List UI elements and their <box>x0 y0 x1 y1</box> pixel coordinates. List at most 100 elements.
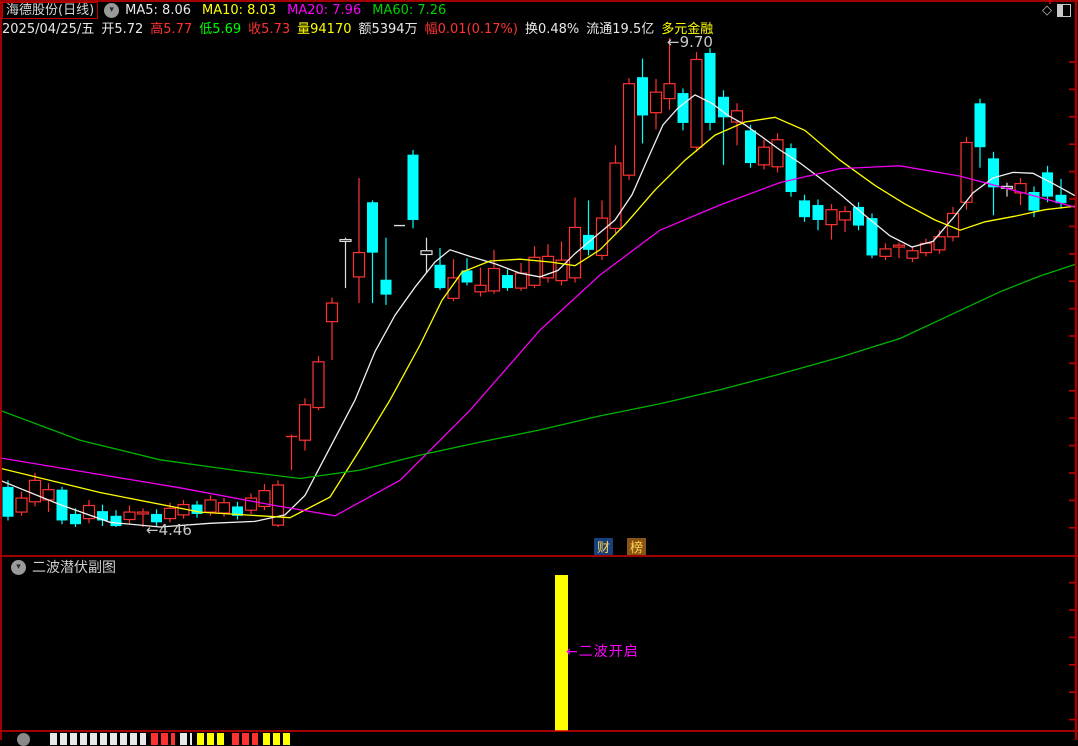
quote-field: 低5.69 <box>199 22 242 37</box>
candle <box>312 361 325 409</box>
quote-info-row: 2025/04/25/五 开5.72 高5.77 低5.69 收5.73 量94170 额5… <box>2 19 720 37</box>
candle <box>110 515 122 527</box>
candle <box>879 248 892 257</box>
candle <box>298 404 312 441</box>
candle <box>461 270 473 283</box>
candle <box>420 250 433 256</box>
clipped-text-segment <box>180 733 192 745</box>
candle <box>2 486 14 517</box>
candle <box>244 497 258 511</box>
candle <box>960 141 973 203</box>
candle <box>136 511 150 515</box>
candle <box>28 479 42 503</box>
ma-label: MA10: 8.03 <box>202 2 277 18</box>
candle <box>407 154 419 220</box>
signal-annotation: ←二波开启 <box>566 644 639 660</box>
ma-line-MA10 <box>0 116 1078 519</box>
subchart-header: ▾ 二波潜伏副图 <box>5 558 116 576</box>
candle <box>663 83 676 100</box>
candle <box>70 513 81 525</box>
candle <box>649 91 663 114</box>
candle <box>1028 191 1040 211</box>
candle <box>502 275 513 289</box>
chart-header: 海德股份(日线) ▾ MA5: 8.06 MA10: 8.03 MA20: 7.96… <box>2 1 457 19</box>
high-price-annotation: ←9.70 <box>667 33 713 51</box>
clipped-text-segment <box>50 733 146 745</box>
candle <box>690 58 703 148</box>
candle <box>609 162 622 229</box>
candle <box>1055 194 1067 204</box>
candle <box>677 93 689 123</box>
candle <box>853 206 864 226</box>
candle <box>866 218 878 256</box>
candle <box>487 267 501 292</box>
candle <box>541 255 555 279</box>
quote-field: 流通19.5亿 <box>586 22 655 37</box>
candle <box>339 238 352 243</box>
quote-field: 额5394万 <box>358 22 418 37</box>
clipped-text-segment <box>232 733 258 745</box>
quote-field: 收5.73 <box>248 22 291 37</box>
candle <box>892 244 906 248</box>
badge-finance[interactable]: 财 <box>594 538 613 556</box>
quote-field: 开5.72 <box>101 22 144 37</box>
candle <box>1014 182 1027 194</box>
ma-line-MA20 <box>0 165 1078 517</box>
candle <box>434 264 446 289</box>
panel-layout-fill <box>1058 5 1063 16</box>
candle <box>232 506 243 516</box>
ma-label: MA5: 8.06 <box>125 2 191 18</box>
badge-ranking[interactable]: 榜 <box>627 538 646 556</box>
candle <box>974 103 986 148</box>
candle <box>474 284 487 293</box>
candle <box>771 139 784 168</box>
chevron-down-icon[interactable]: ▾ <box>11 559 26 575</box>
candle <box>595 217 609 257</box>
candle <box>447 277 460 299</box>
panel-layout-icon[interactable] <box>1057 4 1071 17</box>
quote-field: 2025/04/25/五 <box>2 22 95 37</box>
ma-label: MA60: 7.26 <box>372 2 447 18</box>
ma-values-row: MA5: 8.06 MA10: 8.03 MA20: 7.96 MA60: 7.26 <box>125 3 457 18</box>
ma-label: MA20: 7.96 <box>287 2 362 18</box>
candle <box>825 209 838 226</box>
candle <box>838 210 852 221</box>
candle <box>217 502 231 514</box>
candle <box>258 490 271 508</box>
candle <box>380 279 392 295</box>
candle <box>812 205 824 220</box>
candle <box>352 252 366 278</box>
candle <box>637 77 648 116</box>
candle <box>568 226 582 279</box>
candle <box>730 110 744 123</box>
candle <box>204 499 217 513</box>
subchart-title[interactable]: 二波潜伏副图 <box>32 560 116 576</box>
candle <box>704 52 716 123</box>
candle <box>785 148 797 192</box>
candle <box>555 259 568 282</box>
signal-bar <box>555 575 568 731</box>
stock-title[interactable]: 海德股份(日线) <box>2 1 99 19</box>
candle <box>745 130 756 164</box>
candle <box>718 96 729 118</box>
candle <box>15 497 28 513</box>
candle <box>163 507 177 520</box>
quote-field: 高5.77 <box>150 22 193 37</box>
candle <box>988 158 999 188</box>
candle <box>82 504 96 520</box>
diamond-icon[interactable]: ◇ <box>1042 3 1052 18</box>
clipped-text-segment <box>197 733 227 745</box>
candle <box>191 504 203 514</box>
candle <box>622 83 636 176</box>
candle <box>906 250 919 259</box>
ma-line-MA5 <box>0 94 1076 528</box>
quote-field: 量94170 <box>297 22 352 37</box>
chevron-down-icon[interactable]: ▾ <box>104 2 120 18</box>
candle <box>151 513 162 523</box>
low-price-annotation: ←4.46 <box>146 521 192 539</box>
candle <box>799 200 810 218</box>
candle <box>97 511 108 521</box>
candle <box>514 272 528 289</box>
